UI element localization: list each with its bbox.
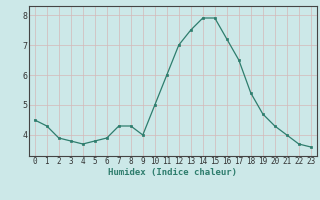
X-axis label: Humidex (Indice chaleur): Humidex (Indice chaleur): [108, 168, 237, 177]
